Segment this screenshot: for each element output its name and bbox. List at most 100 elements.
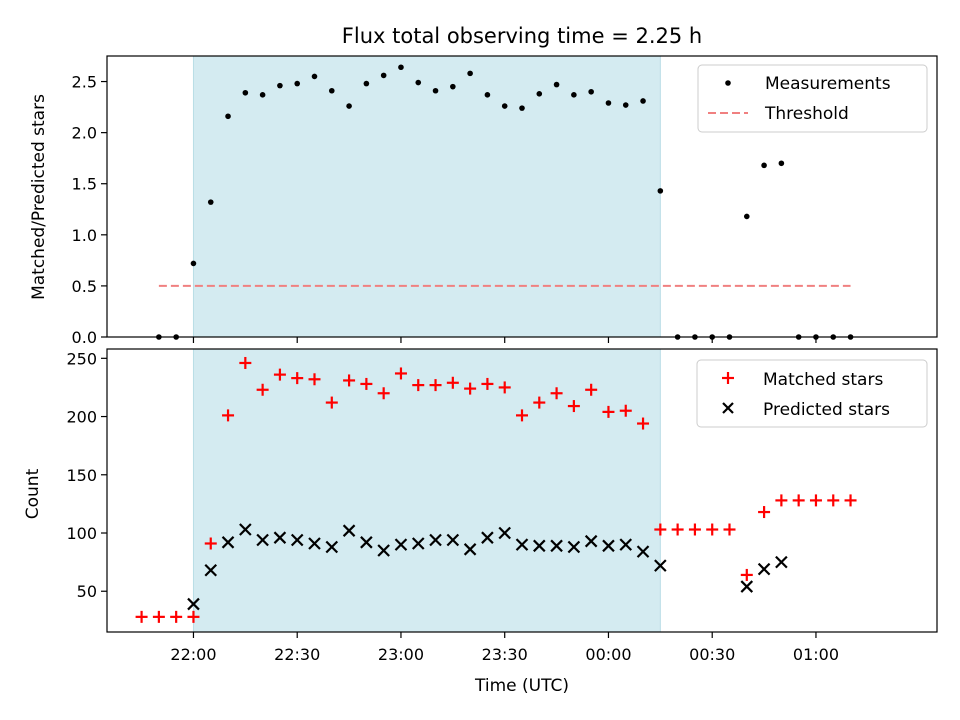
legend-matched-label: Matched stars [763,370,883,390]
measurement-point [207,199,214,205]
matched-star-point [706,523,719,536]
predicted-star-point [584,534,598,548]
bottom-x-ticks: 22:00 22:30 23:00 23:30 00:00 00:30 01:00 [170,632,839,664]
matched-star-point [654,523,667,536]
bottom-y-tick-label: 150 [66,466,97,485]
x-tick-label: 00:30 [689,645,735,664]
predicted-star-point [636,545,650,558]
predicted-star-point [463,543,477,556]
matched-star-point [775,494,788,507]
top-panel: 0.0 0.5 1.0 1.5 2.0 2.5 Matched/Predicted sta… [29,55,938,347]
matched-star-point [671,523,684,536]
predicted-star-point [446,533,460,547]
predicted-star-point [256,533,269,547]
matched-star-point [758,506,771,519]
matched-star-point [273,368,286,381]
matched-star-point [827,494,840,507]
matched-star-point [152,610,165,623]
measurement-point [484,92,491,98]
matched-star-point [637,417,650,430]
measurement-point [294,80,301,87]
x-tick-label: 01:00 [793,645,839,664]
measurement-point [225,113,231,120]
matched-star-point [567,400,580,413]
bottom-y-ticks: 50 100 150 200 250 [66,349,107,601]
legend-predicted-label: Predicted stars [763,400,890,420]
bottom-panel: 50 100 150 200 250 22:00 22:30 23:00 23:30 00:00… [23,348,938,696]
matched-star-point [239,356,252,369]
measurement-point [346,103,352,109]
matched-star-point [809,494,822,507]
measurement-point [519,105,525,111]
predicted-star-point [550,539,563,553]
matched-star-point [291,372,304,385]
measurement-point [467,70,473,77]
measurement-point [501,103,508,109]
predicted-star-point [619,538,633,551]
predicted-star-point [394,538,408,551]
legend-measurements-marker [725,80,731,86]
measurement-point [415,79,422,86]
measurement-points [156,64,854,340]
top-y-tick-label: 0.5 [72,277,97,296]
matched-star-point [723,523,736,536]
top-legend-box [697,64,928,133]
predicted-star-point [515,538,529,551]
predicted-star-point [273,531,287,544]
x-tick-label: 23:30 [482,645,528,664]
predicted-stars-points [187,523,788,611]
matched-star-point [377,387,390,400]
predicted-star-point [757,562,771,576]
predicted-star-point [602,539,615,553]
predicted-star-point [325,540,339,554]
matched-star-point [204,537,217,550]
x-axis-label: Time (UTC) [474,676,569,696]
matched-star-point [602,405,615,418]
matched-star-point [585,383,598,396]
top-y-ticks: 0.0 0.5 1.0 1.5 2.0 2.5 [72,73,107,347]
predicted-star-point [498,526,511,540]
matched-star-point [844,494,857,507]
predicted-star-point [308,537,321,550]
matched-star-point [170,610,183,623]
top-observing-interval [192,55,661,338]
top-y-tick-label: 2.5 [72,73,97,92]
matched-star-point [533,396,546,409]
matched-star-point [464,382,477,395]
matched-star-point [412,379,425,392]
matched-star-point [135,610,148,623]
predicted-star-point [654,559,667,572]
top-legend: Measurements Threshold [697,64,928,133]
predicted-star-point [342,524,356,537]
matched-star-point [222,409,235,422]
bottom-legend-box [696,359,928,428]
matched-star-point [446,376,459,389]
matched-star-point [394,367,407,380]
measurement-point [588,88,594,95]
top-y-tick-label: 2.0 [72,124,97,143]
measurement-point [761,162,767,169]
measurement-point [605,100,612,106]
bottom-legend: Matched stars Predicted stars [696,359,928,428]
predicted-star-point [187,597,200,611]
predicted-star-point [239,523,252,536]
matched-star-point [688,523,701,536]
predicted-star-point [221,536,235,549]
measurement-point [622,102,629,108]
matched-stars-points [135,356,857,623]
legend-predicted-marker [722,402,734,414]
top-x-ticks [192,337,817,343]
matched-star-point [429,379,442,392]
bottom-axes-frame [106,348,938,633]
legend-matched-marker [722,372,734,384]
top-y-tick-label: 1.0 [72,226,97,245]
matched-star-point [550,387,563,400]
matched-star-point [619,404,632,417]
measurement-point [363,80,370,87]
matched-star-point [498,381,511,394]
predicted-star-point [204,563,218,577]
top-axes-frame [106,55,938,338]
predicted-star-point [411,537,425,550]
bottom-observing-interval [192,348,661,633]
